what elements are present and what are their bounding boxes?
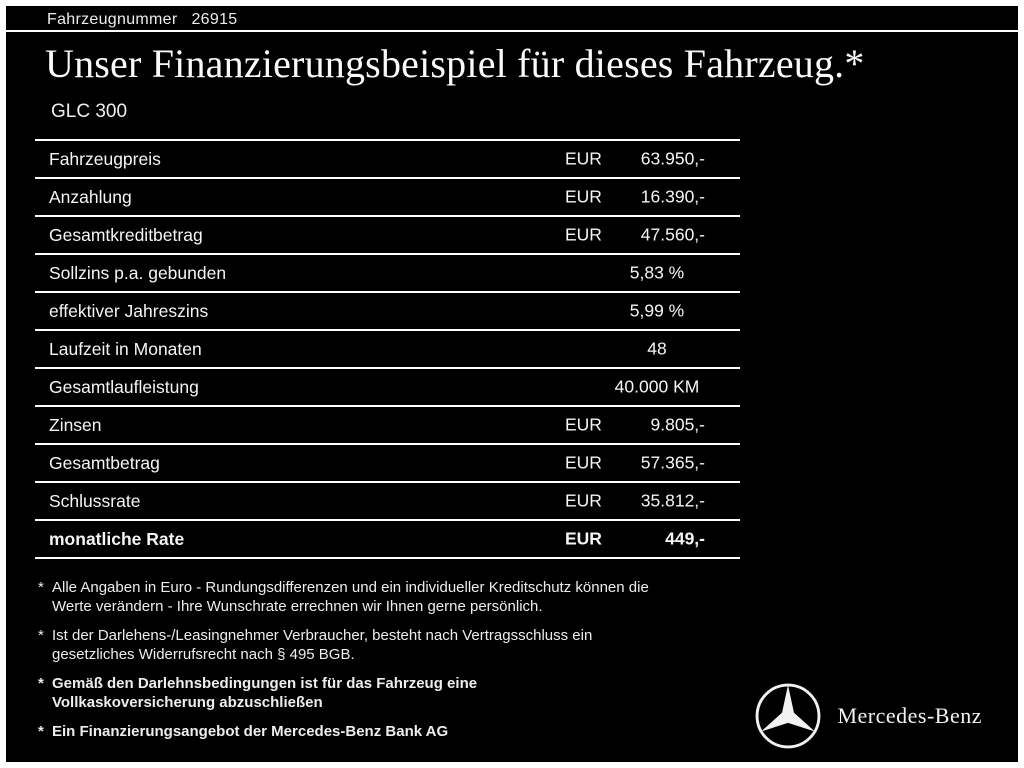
table-row-schlussrate: Schlussrate EUR 35.812,- [35, 481, 740, 519]
footnote-line: Ein Finanzierungsangebot der Mercedes-Be… [52, 723, 449, 740]
vehicle-number: Fahrzeugnummer 26915 [47, 11, 237, 29]
table-row-sollzins: Sollzins p.a. gebunden 5,83 % [35, 253, 740, 291]
footnote-line: Gemäß den Darlehnsbedingungen ist für da… [52, 675, 478, 692]
table-row-gesamtlaufleistung: Gesamtlaufleistung 40.000 KM [35, 367, 740, 405]
row-value: 40.000 KM [587, 369, 727, 405]
table-row-monatliche-rate: monatliche Rate EUR 449,- [35, 519, 740, 557]
row-value: EUR 35.812,- [565, 483, 705, 519]
table-row-anzahlung: Anzahlung EUR 16.390,- [35, 177, 740, 215]
row-currency: EUR [565, 452, 602, 473]
row-amount: 40.000 KM [614, 376, 700, 397]
row-amount: 35.812,- [640, 490, 705, 511]
footnote-marker: * [38, 675, 44, 692]
row-amount: 48 [647, 338, 667, 359]
row-label: effektiver Jahreszins [49, 300, 209, 321]
row-value: EUR 9.805,- [565, 407, 705, 443]
brand-block: Mercedes-Benz [752, 680, 982, 752]
row-currency: EUR [565, 528, 602, 549]
row-value: 5,99 % [587, 293, 727, 329]
row-label: Gesamtkreditbetrag [49, 224, 203, 245]
mercedes-star-icon [756, 683, 821, 749]
table-row-laufzeit: Laufzeit in Monaten 48 [35, 329, 740, 367]
brand-name: Mercedes-Benz [837, 703, 982, 728]
row-amount: 5,83 % [629, 262, 685, 283]
row-value: 5,83 % [587, 255, 727, 291]
footnote-bank: * Ein Finanzierungsangebot der Mercedes-… [38, 722, 448, 741]
table-row-zinsen: Zinsen EUR 9.805,- [35, 405, 740, 443]
footnote-widerrufsrecht: * Ist der Darlehens-/Leasingnehmer Verbr… [38, 626, 592, 664]
row-value: EUR 449,- [565, 521, 705, 557]
table-row-fahrzeugpreis: Fahrzeugpreis EUR 63.950,- [35, 139, 740, 177]
footnote-line: Alle Angaben in Euro - Rundungsdifferenz… [52, 579, 649, 596]
row-amount: 47.560,- [640, 224, 705, 245]
footnote-marker: * [38, 579, 44, 596]
page-title: Unser Finanzierungsbeispiel für dieses F… [45, 41, 865, 86]
row-label: Gesamtlaufleistung [49, 376, 199, 397]
table-row-jahreszins: effektiver Jahreszins 5,99 % [35, 291, 740, 329]
footnote-rounding: * Alle Angaben in Euro - Rundungsdiffere… [38, 578, 649, 616]
row-amount: 57.365,- [640, 452, 705, 473]
row-label: Laufzeit in Monaten [49, 338, 202, 359]
row-currency: EUR [565, 186, 602, 207]
row-amount: 63.950,- [640, 148, 705, 169]
row-currency: EUR [565, 490, 602, 511]
row-amount: 449,- [665, 528, 705, 549]
row-value: EUR 63.950,- [565, 141, 705, 177]
row-label: monatliche Rate [49, 528, 185, 549]
vehicle-number-value: 26915 [191, 11, 238, 28]
footnote-vollkasko: * Gemäß den Darlehnsbedingungen ist für … [38, 674, 477, 712]
footnote-line: Werte verändern - Ihre Wunschrate errech… [52, 598, 543, 615]
row-label: Fahrzeugpreis [49, 148, 161, 169]
financing-table: Fahrzeugpreis EUR 63.950,- Anzahlung EUR… [35, 139, 740, 559]
row-amount: 9.805,- [650, 414, 705, 435]
header-divider [6, 30, 1018, 32]
table-row-gesamtbetrag: Gesamtbetrag EUR 57.365,- [35, 443, 740, 481]
footnote-marker: * [38, 627, 44, 644]
footnote-marker: * [38, 723, 44, 740]
row-value: EUR 47.560,- [565, 217, 705, 253]
row-currency: EUR [565, 148, 602, 169]
row-label: Sollzins p.a. gebunden [49, 262, 227, 283]
footnote-line: gesetzliches Widerrufsrecht nach § 495 B… [52, 646, 355, 663]
footnote-line: Ist der Darlehens-/Leasingnehmer Verbrau… [52, 627, 593, 644]
row-label: Anzahlung [49, 186, 132, 207]
vehicle-model: GLC 300 [51, 101, 128, 122]
row-label: Schlussrate [49, 490, 141, 511]
table-row-gesamtkreditbetrag: Gesamtkreditbetrag EUR 47.560,- [35, 215, 740, 253]
row-value: 48 [587, 331, 727, 367]
row-currency: EUR [565, 414, 602, 435]
row-label: Gesamtbetrag [49, 452, 160, 473]
row-value: EUR 57.365,- [565, 445, 705, 481]
vehicle-number-label: Fahrzeugnummer [47, 11, 178, 28]
row-label: Zinsen [49, 414, 102, 435]
row-value: EUR 16.390,- [565, 179, 705, 215]
row-amount: 5,99 % [629, 300, 685, 321]
footnote-line: Vollkaskoversicherung abzuschließen [52, 694, 323, 711]
row-amount: 16.390,- [640, 186, 705, 207]
row-currency: EUR [565, 224, 602, 245]
